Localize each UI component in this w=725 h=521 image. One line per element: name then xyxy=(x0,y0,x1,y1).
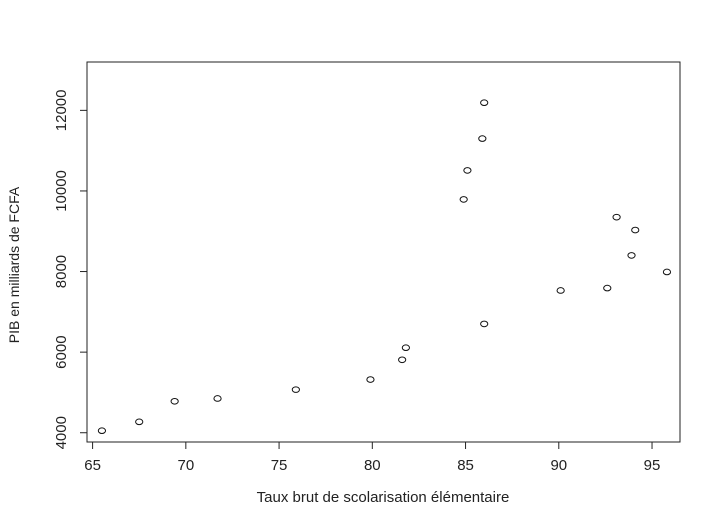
data-point xyxy=(480,320,489,328)
data-point xyxy=(135,418,144,426)
x-tick-label: 80 xyxy=(364,457,381,474)
x-tick-label: 70 xyxy=(177,457,194,474)
data-point xyxy=(398,356,407,364)
data-point xyxy=(213,395,222,402)
data-point xyxy=(612,213,621,221)
data-point xyxy=(366,376,375,383)
data-point xyxy=(556,287,565,294)
y-axis-label: PIB en milliards de FCFA xyxy=(6,186,22,343)
x-tick-label: 90 xyxy=(550,457,567,474)
data-point xyxy=(480,99,489,106)
data-point xyxy=(603,284,612,292)
data-point xyxy=(170,398,179,405)
y-tick-label: 4000 xyxy=(53,416,70,449)
data-point xyxy=(478,135,487,142)
data-point xyxy=(631,226,640,234)
data-point xyxy=(97,427,107,435)
y-tick-label: 6000 xyxy=(53,335,70,368)
y-tick-label: 8000 xyxy=(53,255,70,288)
data-point xyxy=(459,196,468,203)
y-tick-label: 10000 xyxy=(53,170,70,212)
x-tick-label: 85 xyxy=(457,457,474,474)
x-tick-label: 95 xyxy=(644,457,661,474)
y-axis: 4000 6000 8000 10000 12000 xyxy=(53,89,88,449)
plot-frame xyxy=(86,61,681,443)
data-point xyxy=(291,386,300,393)
data-point xyxy=(463,167,472,174)
data-point xyxy=(627,252,636,259)
data-points xyxy=(97,99,672,435)
x-tick-label: 75 xyxy=(271,457,288,474)
y-tick-label: 12000 xyxy=(53,89,70,131)
data-point xyxy=(662,268,672,276)
x-axis-label: Taux brut de scolarisation élémentaire xyxy=(257,489,510,506)
data-point xyxy=(401,344,410,352)
x-tick-label: 65 xyxy=(84,457,101,474)
x-axis: 65 70 75 80 85 90 95 xyxy=(84,441,661,474)
